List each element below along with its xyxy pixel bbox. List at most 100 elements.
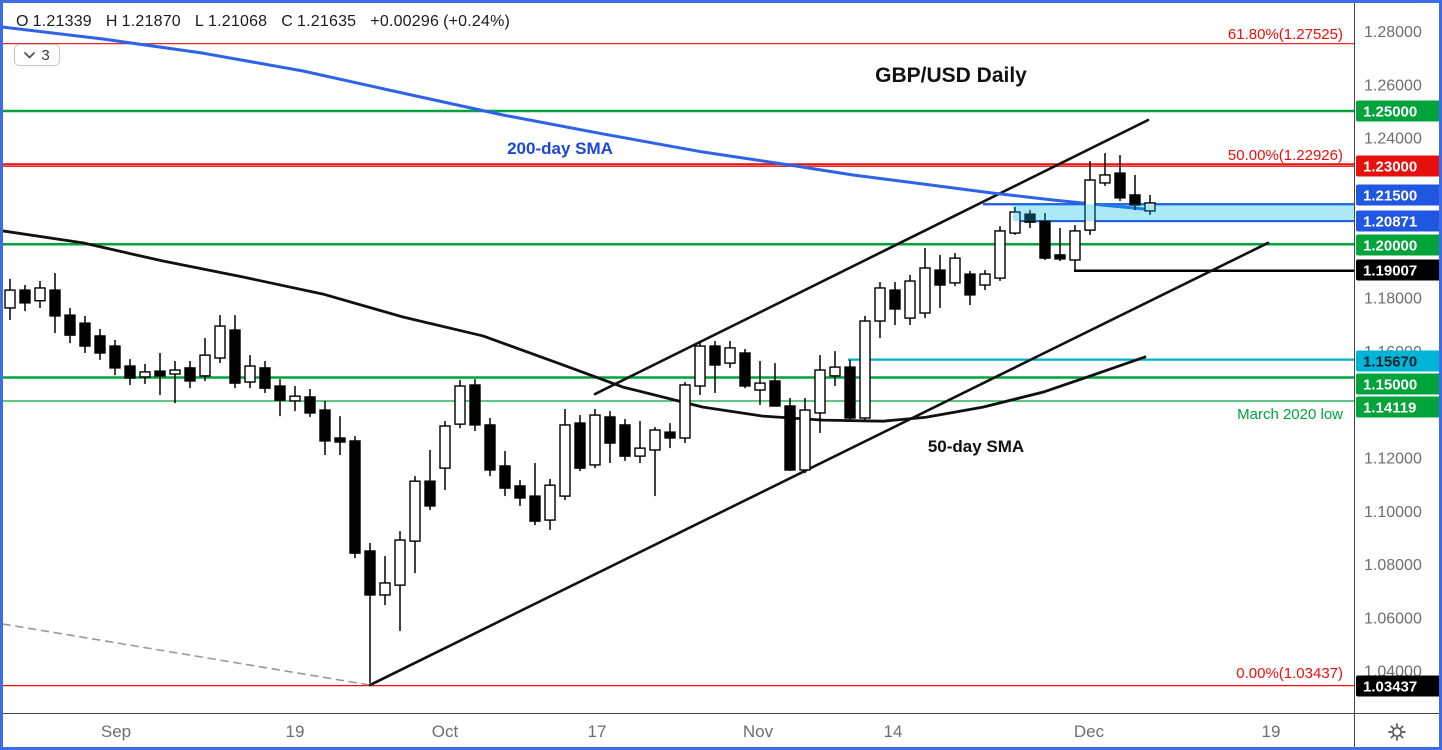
candlestick bbox=[109, 345, 121, 369]
price-badge bbox=[1356, 373, 1439, 395]
candlestick bbox=[1114, 172, 1126, 199]
candlestick bbox=[694, 345, 706, 387]
close-label: C bbox=[281, 13, 294, 30]
price-tick-label: 1.06000 bbox=[1364, 610, 1422, 627]
price-tick-label: 1.10000 bbox=[1364, 504, 1422, 521]
price-badge bbox=[1356, 350, 1439, 372]
price-tick-label: 1.26000 bbox=[1364, 77, 1422, 94]
sma-50-line bbox=[3, 229, 1147, 423]
candlestick bbox=[364, 550, 376, 596]
time-tick-label: 19 bbox=[1262, 722, 1281, 741]
candlestick bbox=[439, 425, 451, 469]
candlestick bbox=[214, 325, 226, 359]
fib-50-label: 50.00%(1.22926) bbox=[1228, 147, 1343, 164]
candlestick bbox=[709, 345, 721, 366]
price-tick-label: 1.28000 bbox=[1364, 24, 1422, 41]
dashed-projection-line bbox=[3, 623, 371, 686]
candlestick bbox=[1009, 211, 1021, 234]
candlestick bbox=[574, 422, 586, 469]
candlestick bbox=[739, 352, 751, 387]
candlestick bbox=[49, 289, 61, 317]
price-badge-label: 1.15000 bbox=[1363, 377, 1417, 394]
candlestick bbox=[649, 429, 661, 451]
candlestick bbox=[274, 385, 286, 401]
price-badge-label: 1.20871 bbox=[1363, 214, 1417, 231]
ohlc-close: C 1.21635 bbox=[281, 13, 360, 30]
price-badge bbox=[1356, 210, 1439, 232]
candlestick bbox=[79, 322, 91, 347]
candlestick bbox=[1099, 174, 1111, 184]
candlestick bbox=[769, 380, 781, 407]
candlestick bbox=[34, 287, 46, 302]
candlestick bbox=[529, 495, 541, 522]
candlestick bbox=[904, 280, 916, 319]
candlestick bbox=[64, 314, 76, 336]
candlestick bbox=[1039, 220, 1051, 259]
candlestick bbox=[784, 405, 796, 471]
candlestick bbox=[4, 289, 16, 309]
fib-0-label: 0.00%(1.03437) bbox=[1236, 665, 1343, 682]
candlestick bbox=[994, 230, 1006, 279]
candlestick bbox=[949, 257, 961, 284]
candlestick bbox=[259, 367, 271, 389]
candlestick bbox=[424, 480, 436, 507]
candlestick bbox=[169, 369, 181, 375]
candlestick bbox=[874, 287, 886, 322]
candlestick bbox=[139, 371, 151, 378]
candlestick bbox=[724, 347, 736, 364]
candlestick bbox=[964, 273, 976, 296]
price-badge-label: 1.14119 bbox=[1363, 400, 1416, 417]
price-badge bbox=[1356, 184, 1439, 206]
candlestick bbox=[409, 480, 421, 542]
candlestick bbox=[124, 365, 136, 379]
price-badge-label: 1.25000 bbox=[1363, 104, 1417, 121]
candlestick bbox=[889, 289, 901, 310]
candlestick bbox=[229, 329, 241, 384]
candlestick bbox=[604, 416, 616, 444]
candlestick bbox=[799, 409, 811, 471]
chart-layout-dropdown-button[interactable]: 3 bbox=[14, 44, 60, 66]
candlestick bbox=[454, 385, 466, 425]
sma-50-label: 50-day SMA bbox=[928, 437, 1024, 456]
time-tick-label: 14 bbox=[884, 722, 903, 741]
candlestick bbox=[289, 395, 301, 402]
candlestick bbox=[154, 370, 166, 377]
candlestick bbox=[499, 465, 511, 489]
candlestick bbox=[184, 367, 196, 382]
candlestick bbox=[859, 320, 871, 419]
candlestick bbox=[664, 431, 676, 439]
time-tick-label: 17 bbox=[588, 722, 607, 741]
price-badge-label: 1.23000 bbox=[1363, 159, 1417, 176]
candlestick bbox=[934, 269, 946, 286]
price-badge bbox=[1356, 675, 1439, 697]
candlestick bbox=[619, 424, 631, 457]
change-percent: (+0.24%) bbox=[443, 13, 511, 30]
candlestick bbox=[349, 440, 361, 554]
chart-canvas: GBP/USD Daily 200-day SMA 50-day SMA March … bbox=[3, 3, 1439, 747]
low-label: L bbox=[194, 13, 205, 30]
candlestick bbox=[844, 366, 856, 419]
time-axis bbox=[3, 714, 1354, 747]
ohlc-open: O 1.21339 bbox=[16, 13, 96, 30]
candlestick bbox=[19, 289, 31, 304]
candlestick bbox=[514, 485, 526, 499]
price-badge bbox=[1356, 259, 1439, 281]
price-tick-label: 1.18000 bbox=[1364, 291, 1422, 308]
ohlc-low: L 1.21068 bbox=[195, 13, 271, 30]
time-tick-label: Nov bbox=[743, 722, 774, 741]
ohlc-high: H 1.21870 bbox=[106, 13, 185, 30]
candlestick bbox=[394, 539, 406, 586]
candlestick bbox=[679, 384, 691, 439]
price-tick-label: 1.08000 bbox=[1364, 557, 1422, 574]
candlestick bbox=[484, 424, 496, 471]
change-absolute: +0.00296 bbox=[370, 13, 440, 30]
price-badge-label: 1.21500 bbox=[1363, 188, 1417, 205]
candlestick bbox=[814, 369, 826, 414]
price-badge-label: 1.19007 bbox=[1363, 263, 1417, 280]
candlestick bbox=[919, 267, 931, 314]
candlestick bbox=[94, 335, 106, 354]
gear-icon[interactable] bbox=[1388, 723, 1406, 741]
candlestick bbox=[244, 365, 256, 383]
candlestick bbox=[304, 396, 316, 414]
